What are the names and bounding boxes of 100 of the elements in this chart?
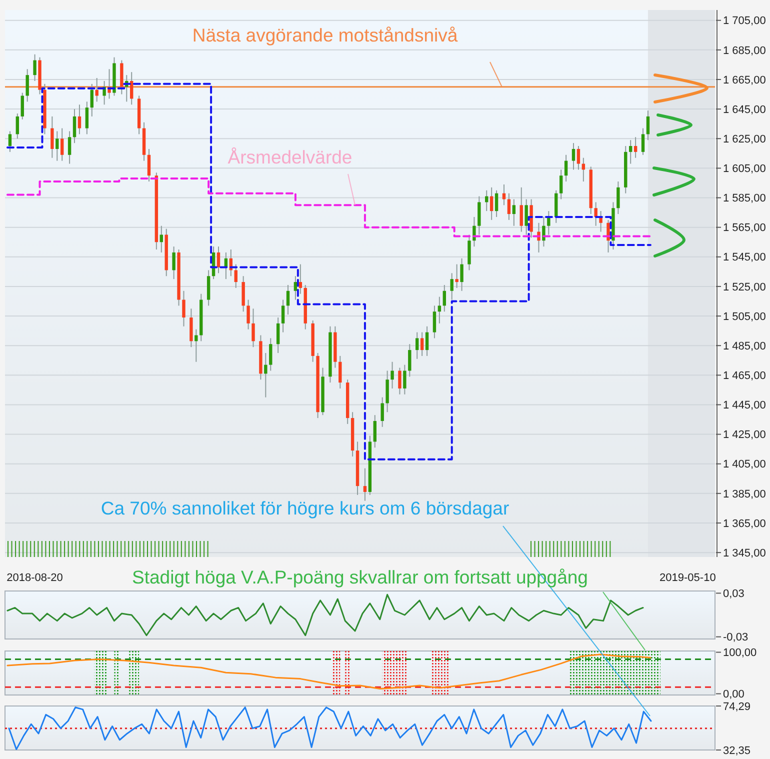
candlestick [507,192,511,220]
candlestick [147,148,151,182]
y-tick-label: 0,03 [723,588,744,600]
annotation: Årsmedelvärde [228,146,352,168]
candlestick [363,468,367,502]
candlestick [634,136,638,158]
candlestick [408,344,412,378]
y-tick-label: 1 605,00 [723,163,766,176]
annotation: Nästa avgörande motståndsnivå [192,24,458,46]
candlestick [420,332,424,356]
candlestick [542,216,546,248]
candlestick [460,258,464,292]
y-tick-label: 1 525,00 [723,281,766,294]
candlestick [594,202,598,226]
candlestick [520,186,523,232]
candlestick [16,112,20,140]
y-tick-label: -0,03 [723,632,748,644]
candlestick [298,264,302,294]
candlestick [599,210,602,232]
candlestick [490,186,494,220]
candlestick [26,68,29,102]
candlestick [252,308,255,348]
candlestick [160,225,163,253]
candlestick [286,284,290,316]
candlestick [172,246,176,280]
candlestick [33,54,36,82]
candlestick [234,264,238,288]
candlestick [524,198,528,236]
candlestick [194,328,198,362]
candlestick [206,270,210,306]
candlestick [190,308,193,348]
candlestick [416,332,419,360]
candlestick [478,196,481,236]
candlestick [472,216,476,248]
y-tick-label: 1 665,00 [723,74,766,86]
candlestick [616,180,620,215]
candlestick [450,272,454,300]
line-series [8,706,652,750]
candlestick [338,355,342,389]
candlestick [468,234,471,271]
candlestick [403,364,406,395]
y-tick-label: 1 365,00 [723,518,766,530]
x-tick-label: 2018-08-20 [6,572,63,584]
y-tick-label: 1 425,00 [723,429,766,442]
candlestick [380,396,384,428]
line-series [6,594,644,636]
y-tick-label: 32,35 [723,744,751,757]
candlestick [547,210,550,236]
candlestick [264,352,268,398]
candlestick [182,290,186,327]
candlestick [641,128,645,156]
candlestick [216,246,220,274]
candlestick [442,284,446,312]
candlestick [554,190,558,224]
y-tick-label: 1 625,00 [723,133,766,146]
candlestick [78,104,82,135]
y-tick-label: 1 685,00 [723,44,766,57]
candlestick [130,72,134,106]
candlestick [559,169,563,200]
x-tick-label: 2019-05-10 [660,572,716,584]
candlestick [438,296,442,324]
candlestick [398,367,402,395]
candlestick [294,276,298,300]
candlestick [512,198,516,226]
y-tick-label: 1 385,00 [723,488,766,500]
candlestick [276,317,280,354]
y-tick-label: 0,00 [723,688,744,701]
candlestick [425,326,429,356]
candlestick [432,305,436,339]
candlestick [572,142,576,170]
candlestick [576,146,580,170]
candlestick [564,154,568,182]
candlestick [242,276,245,312]
candlestick [90,83,94,117]
candlestick [85,101,89,135]
candlestick [50,116,54,158]
candlestick [72,108,76,144]
candlestick [269,338,272,372]
candlestick [68,130,72,164]
y-tick-label: 1 585,00 [723,192,766,205]
y-tick-label: 1 485,00 [723,340,766,352]
candlestick [386,370,389,413]
candlestick [60,128,64,162]
y-tick-label: 1 445,00 [723,400,766,412]
candlestick [455,264,458,288]
candlestick [120,60,124,95]
y-tick-label: 1 565,00 [723,222,766,234]
y-tick-label: 1 405,00 [723,458,766,471]
candlestick [246,299,250,330]
y-tick-label: 74,29 [723,700,751,713]
y-tick-label: 1 465,00 [723,370,766,382]
y-tick-label: 1 505,00 [723,310,766,323]
candlestick [494,190,498,218]
y-tick-label: 1 345,00 [723,547,766,560]
candlestick [390,361,394,389]
candlestick [56,130,59,162]
candlestick [628,140,632,164]
candlestick [373,414,376,448]
y-tick-label: 100,00 [723,647,757,660]
y-tick-label: 1 705,00 [723,15,766,28]
